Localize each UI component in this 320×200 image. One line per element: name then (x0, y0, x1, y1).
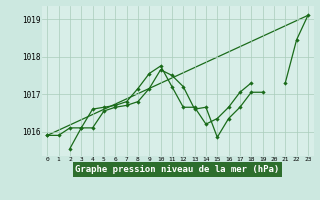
X-axis label: Graphe pression niveau de la mer (hPa): Graphe pression niveau de la mer (hPa) (76, 165, 280, 174)
